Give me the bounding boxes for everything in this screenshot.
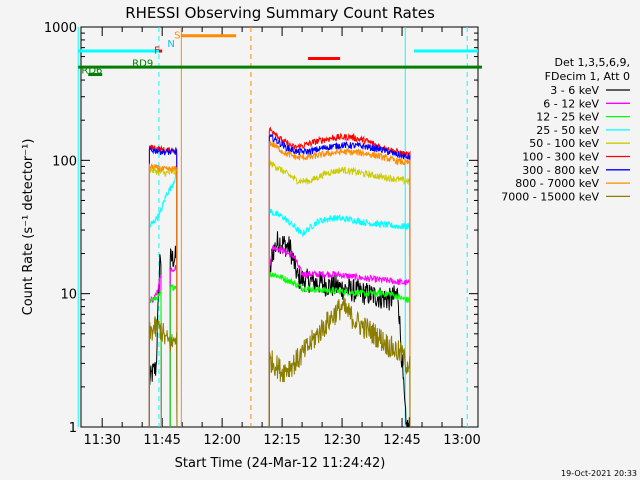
- y-tick-label: 1: [69, 421, 77, 436]
- chart-title: RHESSI Observing Summary Count Rates: [125, 4, 435, 22]
- legend-label: 100 - 300 keV: [522, 151, 599, 164]
- series: [148, 172, 411, 428]
- timestamp: 19-Oct-2021 20:33: [561, 469, 637, 478]
- series-line: [268, 141, 411, 428]
- series-line: [268, 208, 411, 428]
- x-axis-label: Start Time (24-Mar-12 11:24:42): [175, 456, 386, 471]
- series-line: [169, 263, 178, 428]
- annotation-label: RD9: [132, 59, 153, 70]
- legend-label: 300 - 800 keV: [522, 164, 599, 177]
- series-line: [268, 296, 411, 428]
- series-line: [268, 133, 411, 428]
- legend-label: 6 - 12 keV: [543, 97, 599, 110]
- series-line: [169, 283, 178, 428]
- y-axis-label: Count Rate (s⁻¹ detector⁻¹): [21, 139, 36, 316]
- x-tick-label: 11:45: [143, 433, 180, 448]
- x-tick-label: 12:30: [323, 433, 360, 448]
- x-tick-label: 12:00: [203, 433, 240, 448]
- legend-label: 25 - 50 keV: [536, 124, 599, 137]
- series-line: [148, 290, 162, 428]
- series: [148, 271, 411, 428]
- series: [148, 141, 411, 428]
- legend-label: 50 - 100 keV: [529, 137, 599, 150]
- series-line: [169, 245, 178, 428]
- x-tick-label: 11:30: [83, 433, 120, 448]
- series-line: [268, 159, 411, 428]
- annotation-label: F: [154, 45, 160, 56]
- series-line: [148, 167, 178, 428]
- annotation-label: S: [174, 30, 180, 41]
- legend-label: 7000 - 15000 keV: [501, 190, 599, 203]
- series-line: [268, 126, 411, 428]
- series-line: [268, 231, 411, 428]
- series-line: [148, 316, 178, 428]
- legend-header: FDecim 1, Att 0: [545, 70, 630, 83]
- x-tick-label: 12:15: [263, 433, 300, 448]
- y-tick-label: 10: [60, 288, 77, 303]
- series: [148, 159, 411, 428]
- legend-header: Det 1,3,5,6,9,: [554, 56, 630, 69]
- series-line: [268, 271, 411, 428]
- y-tick-label: 100: [52, 154, 77, 169]
- plot-area: 1 10 100 1000 11:30 11:45 12:00 12:15 12:30 12:45…: [44, 21, 482, 448]
- series-line: [148, 172, 178, 428]
- legend-label: 800 - 7000 keV: [515, 177, 599, 190]
- y-tick-label: 1000: [44, 21, 77, 36]
- legend: Det 1,3,5,6,9,FDecim 1, Att 03 - 6 keV6 …: [501, 56, 630, 203]
- x-tick-label: 13:00: [443, 433, 480, 448]
- legend-label: 12 - 25 keV: [536, 111, 599, 124]
- annotation-label: N: [167, 39, 174, 50]
- annotation-label: RD6: [81, 66, 102, 77]
- legend-label: 3 - 6 keV: [550, 84, 599, 97]
- series-line: [268, 244, 411, 428]
- series: [148, 133, 411, 428]
- series-line: [148, 163, 178, 428]
- plot-frame: [80, 26, 479, 428]
- series-line: [148, 146, 178, 428]
- series: [148, 296, 411, 428]
- x-tick-label: 12:45: [383, 433, 420, 448]
